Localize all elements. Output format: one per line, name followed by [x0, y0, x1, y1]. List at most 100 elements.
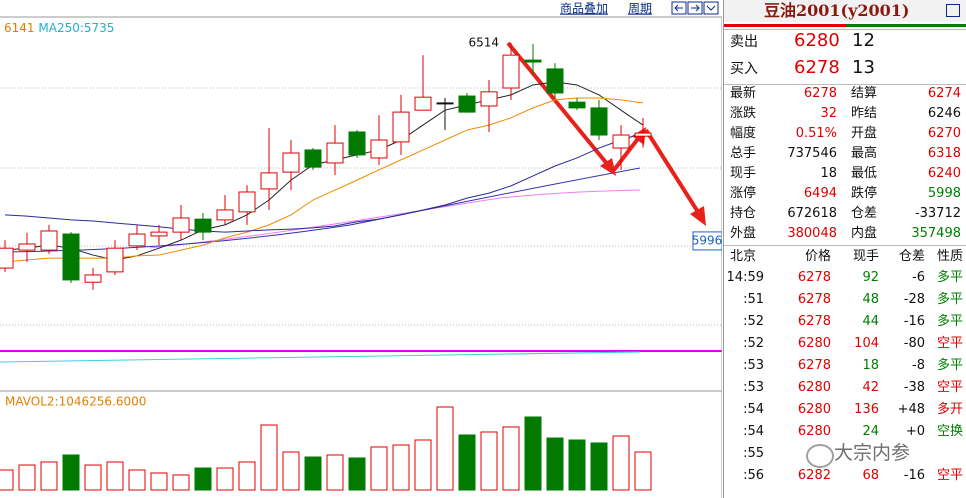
tick-nature: 多开: [936, 402, 963, 417]
tick-time: :54: [743, 424, 764, 439]
stat-value: 6274: [927, 86, 961, 101]
overlay-button[interactable]: 商品叠加: [560, 1, 608, 16]
stat-label: 外盘: [730, 226, 757, 241]
candle-body: [172, 217, 190, 233]
candle-body: [370, 139, 388, 159]
stat-label: 内盘: [851, 226, 878, 241]
stat-label: 开盘: [851, 126, 878, 141]
stat-value: 737546: [787, 146, 837, 161]
volume-bar: [392, 444, 410, 491]
stat-value: 380048: [787, 226, 837, 241]
ma-60: [149, 189, 641, 249]
tick-oi: -6: [912, 270, 925, 285]
period-button[interactable]: 周期: [628, 2, 652, 16]
book-volume: 12: [852, 30, 875, 51]
tick-nature: 多平: [936, 314, 963, 329]
volume-bar: [84, 464, 102, 491]
volume-bar: [524, 416, 542, 491]
tick-nature: 空平: [936, 336, 963, 351]
cursor-box: [692, 231, 722, 251]
volume-bar: [216, 467, 234, 491]
tick-nature: 多平: [936, 270, 963, 285]
tick-nature: 空平: [936, 380, 963, 395]
book-label: 买入: [730, 61, 758, 77]
stat-value: 18: [820, 166, 837, 181]
volume-bar: [568, 439, 586, 491]
volume-bar: [150, 472, 168, 491]
tick-oi: -80: [903, 336, 925, 351]
stat-label: 总手: [730, 146, 757, 161]
candle-body: [502, 54, 520, 89]
tick-price: 6280: [797, 380, 831, 395]
tick-time: :52: [743, 314, 764, 329]
tick-volume: 136: [854, 402, 879, 417]
ma-40: [0, 167, 641, 253]
stat-value: 6246: [927, 106, 961, 121]
volume-bar: [194, 467, 212, 491]
candle-body: [326, 142, 344, 164]
volume-bar: [436, 406, 454, 491]
tick-price: 6280: [797, 424, 831, 439]
tick-volume: 68: [862, 468, 879, 483]
volume-bar: [612, 435, 630, 491]
candle-body: [436, 102, 454, 105]
stat-label: 结算: [851, 86, 878, 101]
candle-body: [40, 230, 58, 251]
tick-volume: 24: [862, 424, 879, 439]
volume-bar: [370, 446, 388, 491]
tick-oi: -38: [903, 380, 925, 395]
candle-body: [480, 91, 498, 107]
candle-body: [524, 59, 542, 63]
volume-bar: [260, 424, 278, 491]
stat-label: 涨停: [730, 186, 757, 201]
ma-line: [4, 132, 644, 233]
candle-body: [634, 132, 652, 137]
stat-value: 6278: [803, 86, 837, 101]
nav-icons[interactable]: [671, 1, 719, 15]
tick-header: 价格: [804, 249, 831, 264]
book-price: 6280: [794, 30, 840, 51]
tick-oi: -28: [903, 292, 925, 307]
candle-body: [62, 233, 80, 281]
tick-oi: -16: [903, 468, 925, 483]
tick-volume: 48: [862, 292, 879, 307]
tick-price: 6278: [797, 314, 831, 329]
candle-body: [84, 274, 102, 283]
high-label: 6514: [468, 35, 499, 49]
tick-volume: 104: [854, 336, 879, 351]
volume-bar: [590, 442, 608, 491]
volume-bar: [546, 437, 564, 491]
volume-bar: [0, 469, 14, 491]
volume-bar: [172, 474, 190, 491]
tick-volume: 42: [862, 380, 879, 395]
tick-price: 6278: [797, 270, 831, 285]
candle-body: [0, 247, 14, 269]
bar-red: [724, 24, 846, 27]
candle-body: [282, 152, 300, 173]
stat-label: 最新: [730, 86, 757, 101]
volume-bar: [502, 426, 520, 491]
volume-bar: [634, 451, 652, 491]
chart: 商品叠加 周期 6141 MA250:5735 MAVOL2:1046256.6…: [0, 0, 722, 498]
book-price: 6278: [794, 57, 840, 78]
tick-nature: 多平: [936, 292, 963, 307]
candle-body: [458, 95, 476, 113]
title-bar: [724, 0, 966, 22]
volume-bar: [238, 461, 256, 491]
tick-time: :53: [743, 380, 764, 395]
tick-time: :51: [743, 292, 764, 307]
volume-bar: [18, 464, 36, 491]
candle-body: [194, 218, 212, 233]
candle-body: [260, 172, 278, 190]
divider: [724, 84, 966, 85]
grid-lines: [0, 87, 722, 326]
panel-button[interactable]: [946, 4, 960, 17]
tick-price: 6278: [797, 292, 831, 307]
tick-price: 6282: [797, 468, 831, 483]
tick-time: :52: [743, 336, 764, 351]
tick-time: :54: [743, 402, 764, 417]
cursor-label: 5996: [692, 233, 722, 247]
stat-value: 6270: [927, 126, 961, 141]
candle-body: [590, 107, 608, 136]
tick-price: 6280: [797, 402, 831, 417]
